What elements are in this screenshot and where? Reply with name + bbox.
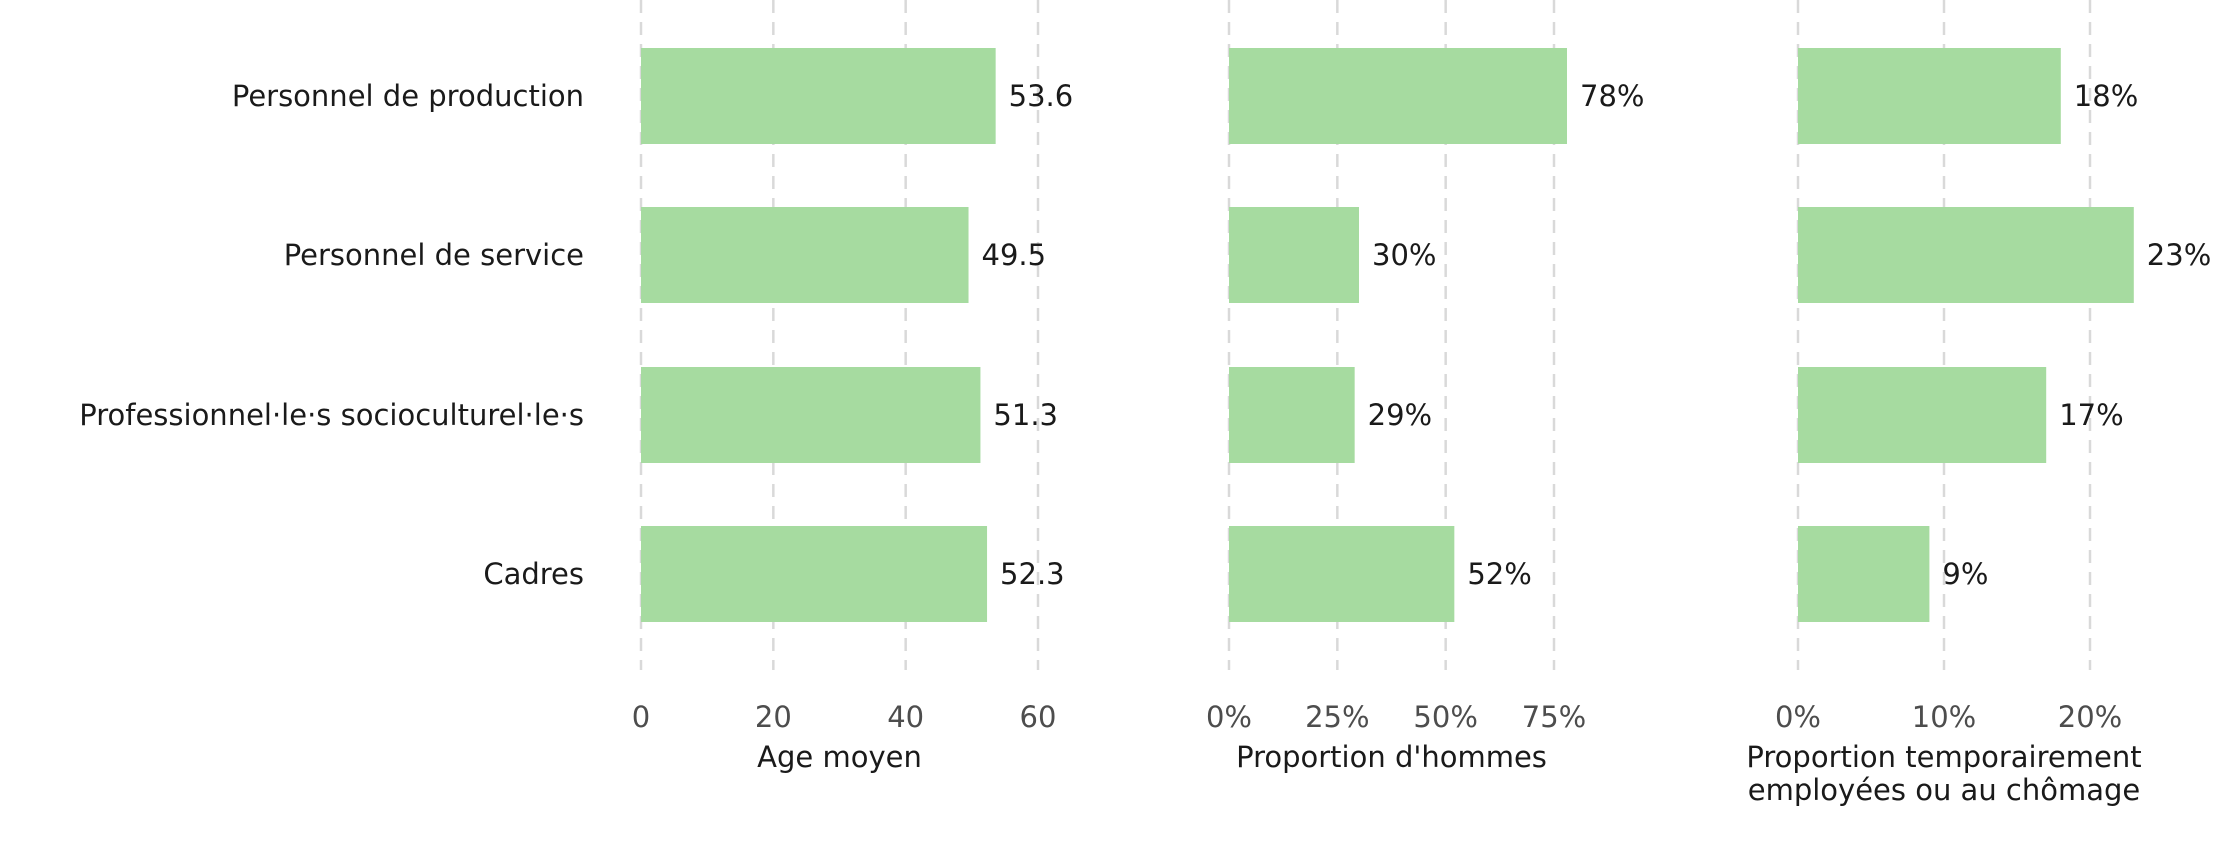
tick-label: 0% — [1775, 700, 1821, 734]
category-label: Cadres — [483, 557, 584, 591]
data-label: 49.5 — [982, 238, 1047, 272]
tick-label: 25% — [1305, 700, 1369, 734]
category-label: Personnel de production — [232, 79, 584, 113]
data-label: 29% — [1368, 398, 1432, 432]
bar — [641, 207, 969, 303]
bar — [641, 367, 981, 463]
data-label: 18% — [2074, 79, 2138, 113]
tick-label: 60 — [1020, 700, 1057, 734]
bar — [1229, 526, 1455, 622]
axis-title: Age moyen — [757, 740, 922, 774]
tick-label: 50% — [1413, 700, 1477, 734]
data-label: 30% — [1372, 238, 1436, 272]
tick-label: 0 — [632, 700, 650, 734]
tick-label: 20% — [2058, 700, 2122, 734]
bar — [641, 526, 988, 622]
bar — [1229, 48, 1567, 144]
data-label: 78% — [1580, 79, 1644, 113]
data-label: 52% — [1467, 557, 1531, 591]
data-label: 53.6 — [1009, 79, 1074, 113]
data-label: 23% — [2147, 238, 2211, 272]
axis-title: employées ou au chômage — [1748, 773, 2141, 807]
data-label: 9% — [1942, 557, 1988, 591]
tick-label: 75% — [1522, 700, 1586, 734]
tick-label: 20 — [755, 700, 792, 734]
bar — [1229, 367, 1355, 463]
axis-title: Proportion d'hommes — [1236, 740, 1547, 774]
bar — [1798, 48, 2061, 144]
axis-title: Proportion temporairement — [1746, 740, 2141, 774]
bar — [641, 48, 996, 144]
bar — [1229, 207, 1359, 303]
bar — [1798, 367, 2047, 463]
bar — [1798, 207, 2134, 303]
tick-label: 10% — [1912, 700, 1976, 734]
tick-label: 40 — [887, 700, 924, 734]
category-label: Personnel de service — [284, 238, 584, 272]
data-label: 17% — [2059, 398, 2123, 432]
data-label: 51.3 — [993, 398, 1058, 432]
category-label: Professionnel·le·s socioculturel·le·s — [79, 398, 584, 432]
tick-label: 0% — [1206, 700, 1252, 734]
bar — [1798, 526, 1930, 622]
data-label: 52.3 — [1000, 557, 1065, 591]
